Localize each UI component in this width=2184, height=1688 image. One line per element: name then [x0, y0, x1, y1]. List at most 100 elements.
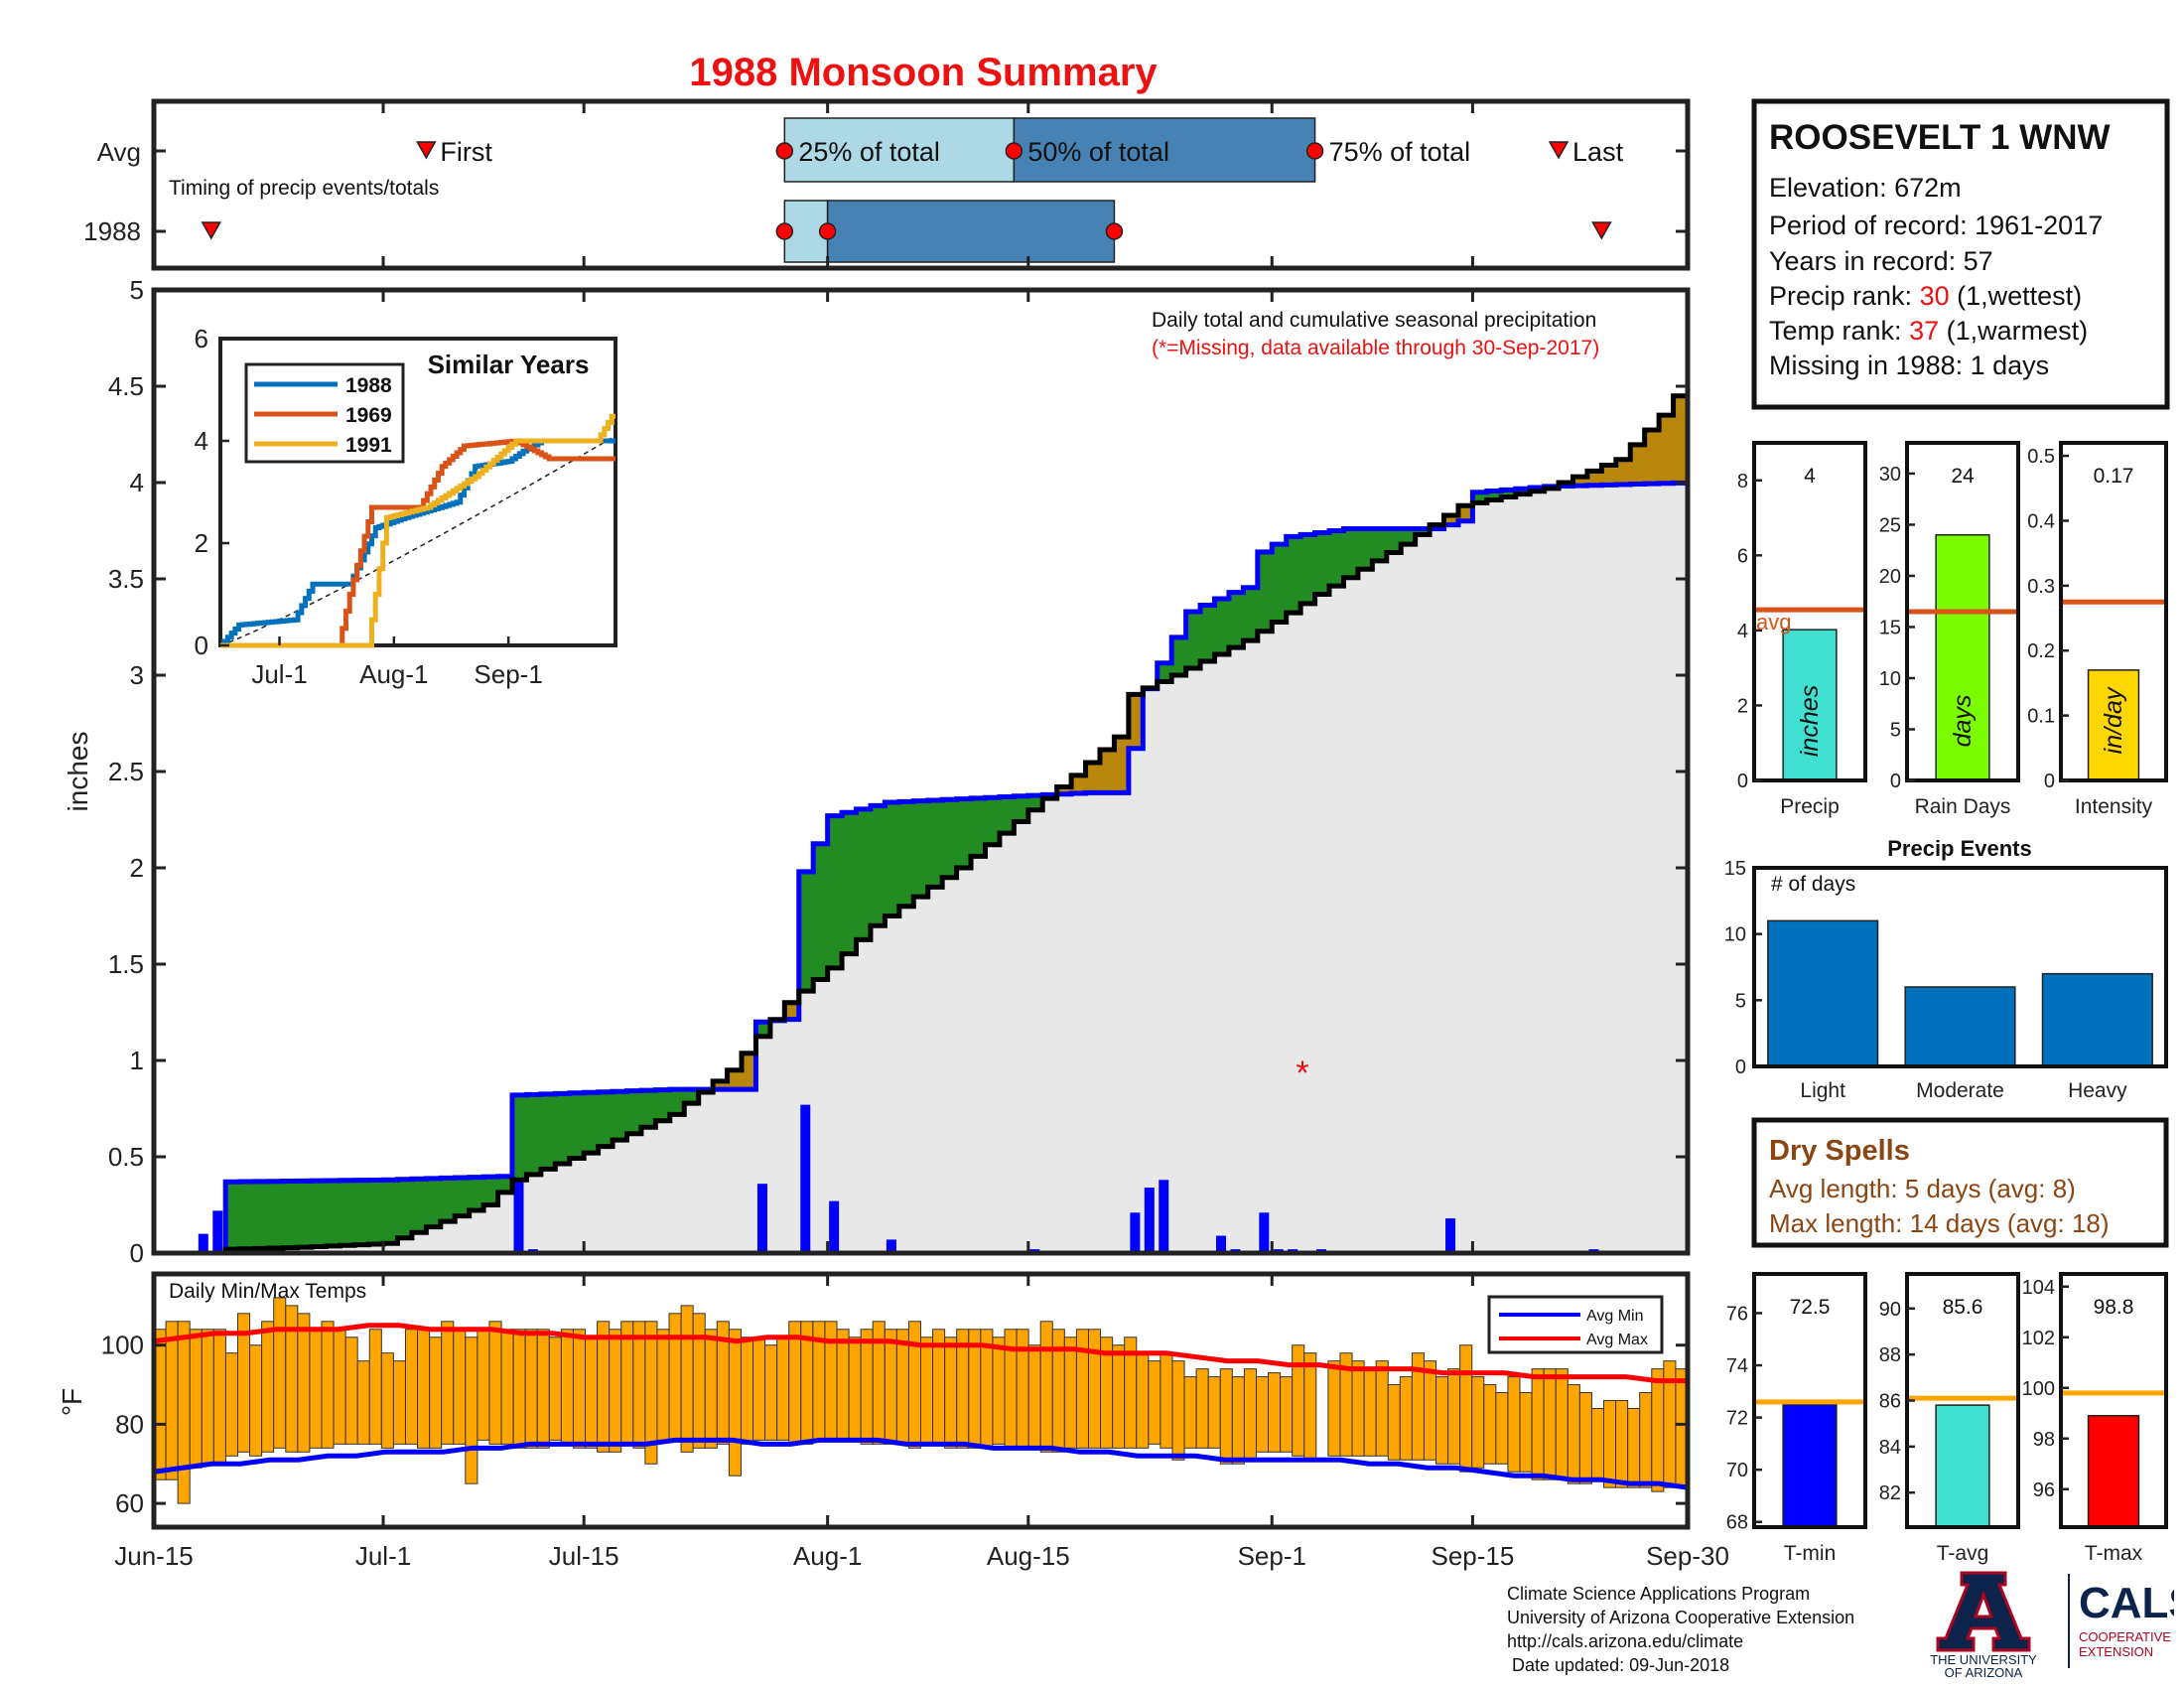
- daily-temp-bar: [165, 1321, 179, 1480]
- below-average-band: [483, 1177, 499, 1205]
- daily-temp-bars: [153, 1297, 1689, 1504]
- daily-temp-bar: [895, 1329, 909, 1445]
- daily-temp-bar: [1459, 1344, 1473, 1473]
- daily-temp-bar: [1651, 1368, 1665, 1492]
- below-average-band: [613, 1091, 628, 1141]
- below-average-band: [913, 800, 929, 898]
- small-bar-y-tick-label: 70: [1726, 1460, 1748, 1481]
- daily-temp-bar: [597, 1321, 611, 1453]
- above-average-band: [1572, 477, 1588, 487]
- daily-temp-bar: [333, 1329, 346, 1445]
- timing-label-75: 75% of total: [1329, 137, 1471, 167]
- avg-first-marker: [416, 141, 437, 160]
- small-bar-y-tick-label: 8: [1737, 471, 1748, 492]
- daily-temp-bar: [500, 1329, 514, 1445]
- daily-temp-bar: [1075, 1329, 1089, 1449]
- precip-y-tick-label: 2.5: [108, 757, 144, 786]
- small-bar-value: [1935, 533, 1990, 781]
- daily-precip-bar: [1144, 1188, 1155, 1253]
- small-bar-y-tick-label: 104: [2022, 1277, 2055, 1299]
- daily-precip-bar: [212, 1210, 223, 1253]
- daily-temp-bar: [1292, 1344, 1305, 1457]
- daily-temp-bar: [740, 1336, 754, 1445]
- daily-temp-bar: [1063, 1336, 1077, 1449]
- precip-events-y-tick-label: 5: [1735, 990, 1746, 1012]
- precip-y-tick-label: 5: [130, 275, 144, 305]
- below-average-band: [626, 1090, 642, 1134]
- cumulative-lines: [154, 393, 1688, 1256]
- station-missing: Missing in 1988: 1 days: [1769, 351, 2049, 380]
- daily-temp-bar: [656, 1329, 670, 1441]
- daily-temp-bar: [512, 1329, 526, 1449]
- daily-temp-bar: [1327, 1360, 1341, 1457]
- small-bar-y-tick-label: 100: [2022, 1378, 2055, 1400]
- above-average-band: [1128, 694, 1144, 749]
- date-x-tick-label: Jul-1: [355, 1541, 411, 1571]
- small-bar-value-label: 72.5: [1790, 1296, 1831, 1319]
- below-average-band: [1314, 532, 1330, 595]
- daily-temp-bar: [1387, 1384, 1401, 1461]
- below-average-band: [368, 1180, 384, 1244]
- daily-temp-bar: [632, 1321, 646, 1449]
- date-x-axis: Jun-15 Jul-1 Jul-15 Aug-1 Aug-15 Sep-1 Sep-15 S…: [114, 101, 1729, 1571]
- small-bar-value: [2087, 669, 2140, 781]
- below-average-band: [684, 1089, 700, 1104]
- small-bar-x-label: Rain Days: [1915, 795, 2011, 818]
- daily-temp-bar: [920, 1336, 934, 1445]
- block-a-shape: [1936, 1571, 2031, 1652]
- daily-temp-bar: [1375, 1360, 1389, 1457]
- daily-temp-bar: [1255, 1376, 1270, 1453]
- daily-temp-bar: [1027, 1344, 1041, 1449]
- daily-precip-bar: [756, 1184, 767, 1253]
- below-average-band: [584, 1092, 600, 1154]
- small-bar-value-label: 98.8: [2094, 1296, 2134, 1319]
- daily-temp-bar: [1615, 1400, 1629, 1488]
- above-average-band: [1644, 429, 1660, 485]
- daily-temp-bar: [1363, 1368, 1377, 1457]
- dry-spells-title: Dry Spells: [1769, 1135, 1910, 1167]
- inset-y-tick-label: 6: [195, 324, 208, 353]
- below-average-band: [598, 1091, 614, 1147]
- below-average-band: [1357, 528, 1373, 570]
- daily-temp-bar: [1471, 1376, 1485, 1469]
- daily-temp-bar: [1423, 1360, 1437, 1461]
- daily-temp-bar: [1195, 1368, 1209, 1449]
- daily-precip-bar: [1159, 1180, 1169, 1253]
- precip-y-label: inches: [63, 732, 93, 812]
- below-average-band: [856, 808, 872, 940]
- small-bar-y-tick-label: 15: [1879, 617, 1901, 638]
- below-average-band: [239, 1182, 255, 1249]
- below-average-band: [1200, 605, 1216, 662]
- small-bar-y-tick-label: 0.4: [2027, 510, 2055, 532]
- date-x-tick-label: Aug-15: [987, 1541, 1070, 1571]
- small-bar-y-tick-label: 86: [1879, 1391, 1901, 1413]
- daily-temp-bar: [536, 1329, 550, 1449]
- legend-avg-max-label: Avg Max: [1586, 1332, 1648, 1348]
- timing-label-25: 25% of total: [798, 137, 940, 167]
- daily-temp-bar: [212, 1329, 226, 1465]
- small-bar-avg-label: avg: [1756, 610, 1791, 634]
- station-years: Years in record: 57: [1769, 246, 1993, 276]
- below-average-band: [755, 1022, 771, 1037]
- temps-title: Daily Min/Max Temps: [169, 1280, 366, 1303]
- small-bar-frame: [1905, 441, 2020, 782]
- small-bar-unit-label: inches: [1796, 685, 1824, 757]
- below-average-band: [1228, 592, 1244, 648]
- daily-precip-bar: [198, 1233, 208, 1253]
- below-average-band: [268, 1181, 284, 1248]
- small-bar-y-tick-label: 76: [1726, 1303, 1748, 1325]
- precip-y-tick-label: 3.5: [108, 564, 144, 594]
- daily-temp-bar: [752, 1336, 766, 1441]
- station-frame: [1751, 98, 2170, 410]
- small-bar-y-tick-label: 88: [1879, 1344, 1901, 1366]
- daily-temp-bar: [680, 1305, 694, 1453]
- below-average-band: [827, 815, 843, 968]
- small-bar-chart-intensity: 0 0.1 0.2 0.3 0.4 0.5 0.17 Intensity in/day: [2027, 441, 2168, 818]
- daily-temp-bar: [1590, 1407, 1605, 1480]
- below-average-band: [927, 799, 943, 888]
- cals-wordmark: CALS: [2079, 1579, 2174, 1627]
- dry-spells-frame: [1751, 1117, 2169, 1248]
- average-cumulative-line: [154, 480, 1688, 1256]
- temps-y-axis: 60 80 100: [101, 1331, 1688, 1518]
- inset-legend-label: 1991: [345, 434, 392, 457]
